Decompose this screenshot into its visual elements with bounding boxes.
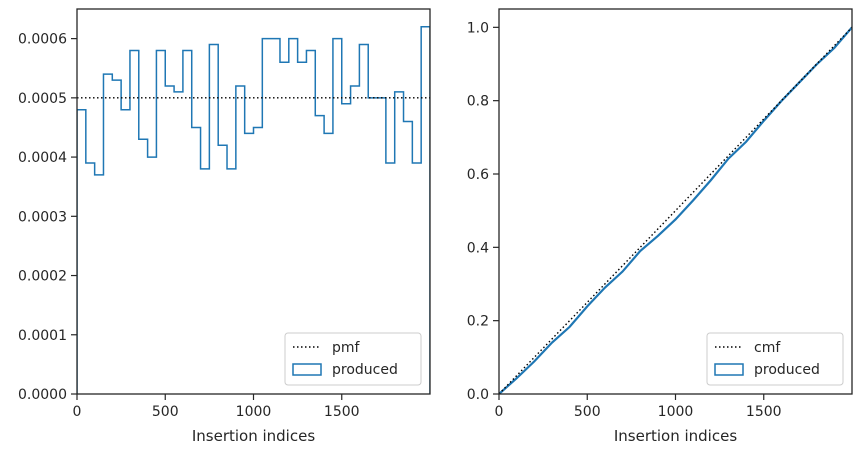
legend: pmf produced: [284, 332, 422, 386]
y-tick-label: 0.0001: [18, 328, 67, 344]
y-tick-label: 0.0006: [18, 32, 67, 48]
y-tick-label: 0.0: [467, 387, 489, 403]
x-tick-label: 1000: [236, 404, 272, 420]
x-tick-label: 0: [73, 404, 82, 420]
x-axis-label: Insertion indices: [614, 427, 737, 445]
cmf-series: [499, 26, 852, 394]
legend-swatch-produced: [714, 363, 744, 376]
x-tick-label: 0: [495, 404, 504, 420]
x-tick-label: 500: [574, 404, 601, 420]
axes-frame: [76, 8, 431, 395]
y-tick-label: 0.0000: [18, 387, 67, 403]
legend-box: [706, 332, 844, 386]
x-tick-label: 1000: [658, 404, 694, 420]
pmf-panel: 0 500 1000 1500 0.0000 0.0001 0.0002 0.0003 0.00…: [18, 8, 431, 445]
legend-box: [284, 332, 422, 386]
legend-swatch-produced: [292, 363, 322, 376]
legend-label-produced: produced: [754, 362, 820, 378]
y-tick-label: 0.4: [467, 240, 489, 256]
x-tick-label: 500: [152, 404, 179, 420]
y-tick-label: 0.0003: [18, 209, 67, 225]
produced-series: [499, 26, 852, 394]
axes-frame: [498, 8, 853, 395]
x-tick-label: 1500: [746, 404, 782, 420]
y-tick-label: 0.0005: [18, 91, 67, 107]
produced-series: [77, 26, 430, 394]
y-tick-label: 1.0: [467, 20, 489, 36]
x-axis-label: Insertion indices: [192, 427, 315, 445]
y-tick-label: 0.0002: [18, 269, 67, 285]
legend: cmf produced: [706, 332, 844, 386]
legend-label-reference: pmf: [332, 340, 361, 356]
cmf-panel: 0 500 1000 1500 0.0 0.2 0.4 0.6 0.8 1.0 Insertion …: [467, 8, 853, 445]
legend-label-reference: cmf: [754, 340, 781, 356]
y-tick-label: 0.6: [467, 167, 489, 183]
y-tick-label: 0.8: [467, 94, 489, 110]
x-tick-label: 1500: [324, 404, 360, 420]
y-tick-label: 0.0004: [18, 150, 67, 166]
legend-label-produced: produced: [332, 362, 398, 378]
y-tick-label: 0.2: [467, 314, 489, 330]
